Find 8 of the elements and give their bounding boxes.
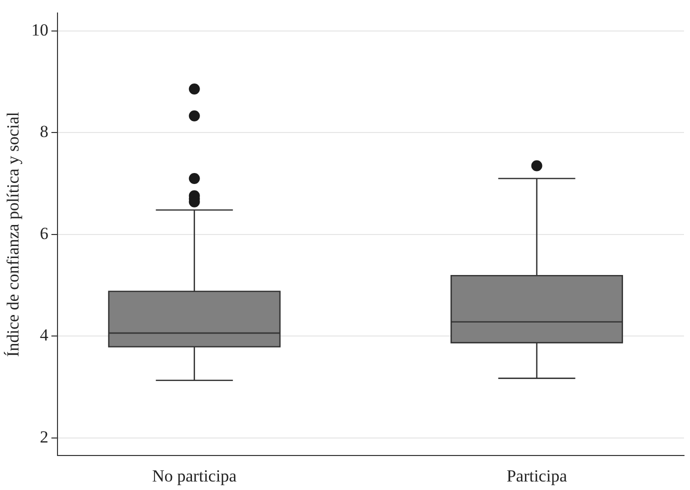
y-tick-label: 6 (40, 224, 48, 243)
y-tick-label: 2 (40, 427, 48, 446)
x-tick-label: No participa (152, 466, 238, 486)
x-tick-label: Participa (506, 466, 568, 486)
y-axis-title: Índice de confianza política y social (4, 112, 23, 357)
y-tick-label: 4 (40, 326, 49, 345)
y-tick-label: 8 (40, 122, 48, 142)
y-tick-label: 10 (31, 20, 48, 40)
